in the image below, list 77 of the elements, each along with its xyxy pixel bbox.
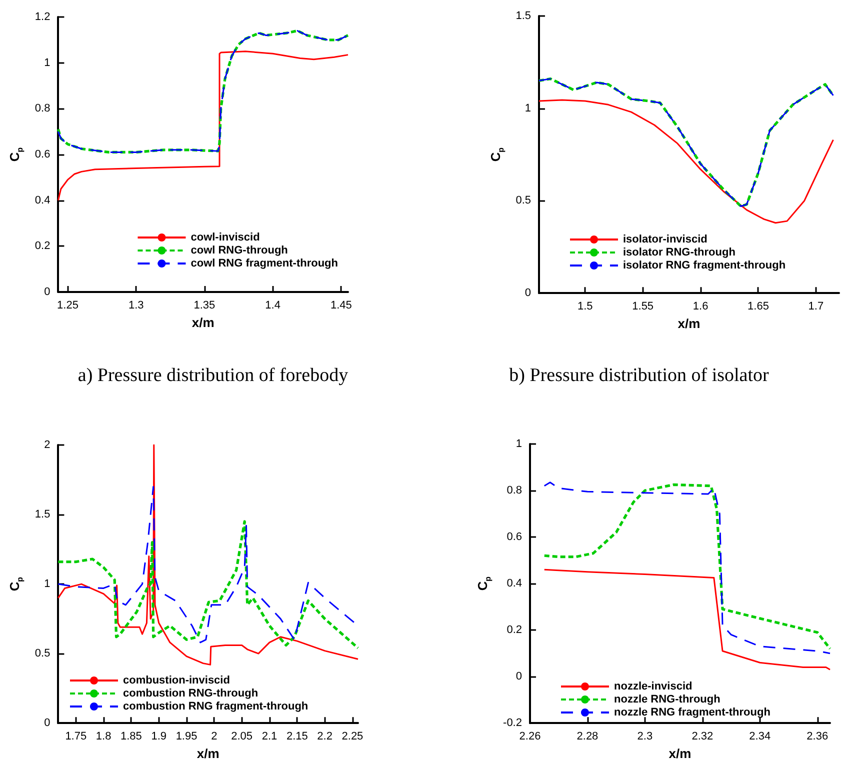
x-tick-label: 2.34 [749,730,771,743]
y-tick-label: 0.5 [516,194,531,207]
x-tick-label: 1.6 [692,300,708,313]
y-tick-label: 1 [44,578,50,590]
line-series [57,444,359,666]
x-tick-label: 1.95 [176,730,198,743]
y-tick-label: 1 [524,102,531,114]
y-tick-label: 1 [44,56,50,69]
y-tick-label: 0 [44,286,50,298]
x-axis-title: x/m [668,746,692,761]
x-tick-label: 1.8 [96,730,112,743]
legend-label: cowl RNG-through [190,244,288,256]
x-tick-label: 1.9 [151,730,167,743]
x-tick-label: 1.25 [57,300,78,312]
legend-label: nozzle RNG fragment-through [614,706,771,718]
legend-label: cowl RNG fragment-through [190,258,338,270]
x-tick-label: 2 [211,730,218,743]
x-tick-label: 1.75 [65,730,87,743]
legend-label: nozzle-inviscid [614,680,692,692]
y-axis-title: Cp [488,147,506,162]
x-tick-label: 1.55 [632,300,654,313]
legend-label: combustion-inviscid [123,674,230,686]
legend-label: cowl-inviscid [190,232,260,244]
legend-label: isolator RNG fragment-through [623,260,786,272]
x-tick-label: 1.85 [120,730,142,743]
x-tick-label: 1.4 [265,300,280,312]
y-tick-label: 1.5 [34,508,50,521]
x-tick-label: 1.45 [330,300,352,312]
x-tick-label: 2.28 [576,730,598,743]
y-tick-label: 1 [516,438,522,450]
x-tick-label: 2.25 [342,730,364,743]
y-tick-label: 0.8 [34,102,50,115]
x-tick-label: 2.3 [637,730,653,743]
line-series [538,99,834,224]
x-tick-label: 2.36 [806,730,828,743]
y-tick-label: 0 [44,717,50,730]
y-tick-label: 0 [524,287,531,300]
y-tick-label: 0.2 [34,240,50,252]
y-tick-label: 1.2 [34,11,50,23]
x-tick-label: 2.15 [286,730,308,743]
y-tick-label: 0.5 [34,648,50,660]
y-axis-title: Cp [7,576,24,592]
legend-label: nozzle RNG-through [614,694,721,706]
y-tick-label: 1.5 [516,10,531,22]
x-axis-title: x/m [678,316,700,331]
y-tick-label: 0.4 [34,194,50,206]
y-tick-label: 0.8 [506,484,522,497]
y-axis-title: Cp [7,147,24,162]
x-tick-label: 2.2 [317,730,332,743]
x-tick-label: 2.05 [231,730,253,743]
line-series [544,568,831,670]
x-tick-label: 2.1 [262,730,278,743]
x-tick-label: 2.26 [519,730,541,743]
y-tick-label: 0.4 [506,578,522,590]
y-tick-label: 0.6 [34,148,50,160]
y-axis-title: Cp [475,576,493,591]
y-tick-label: -0.2 [503,717,522,730]
x-tick-label: 1.7 [808,300,824,313]
text: a) Pressure distribution of forebody [76,365,350,387]
legend-label: combustion RNG fragment-through [123,700,308,712]
y-tick-label: 2 [44,439,50,451]
line-series [56,520,360,650]
x-axis-title: x/m [192,314,214,330]
x-tick-label: 1.5 [578,300,593,313]
text: b) Pressure distribution of isolator [508,365,770,387]
x-tick-label: 1.35 [194,300,216,312]
x-tick-label: 2.32 [692,730,714,743]
x-tick-label: 1.3 [128,300,144,312]
x-axis-title: x/m [196,746,220,761]
line-series [57,50,349,202]
x-tick-label: 1.65 [748,300,769,313]
legend-label: isolator RNG-through [623,246,736,258]
legend-label: combustion RNG-through [123,688,258,700]
legend-label: isolator-inviscid [623,234,708,246]
y-tick-label: 0.2 [506,624,522,636]
y-tick-label: 0.6 [506,531,522,544]
y-tick-label: 0 [516,670,522,683]
